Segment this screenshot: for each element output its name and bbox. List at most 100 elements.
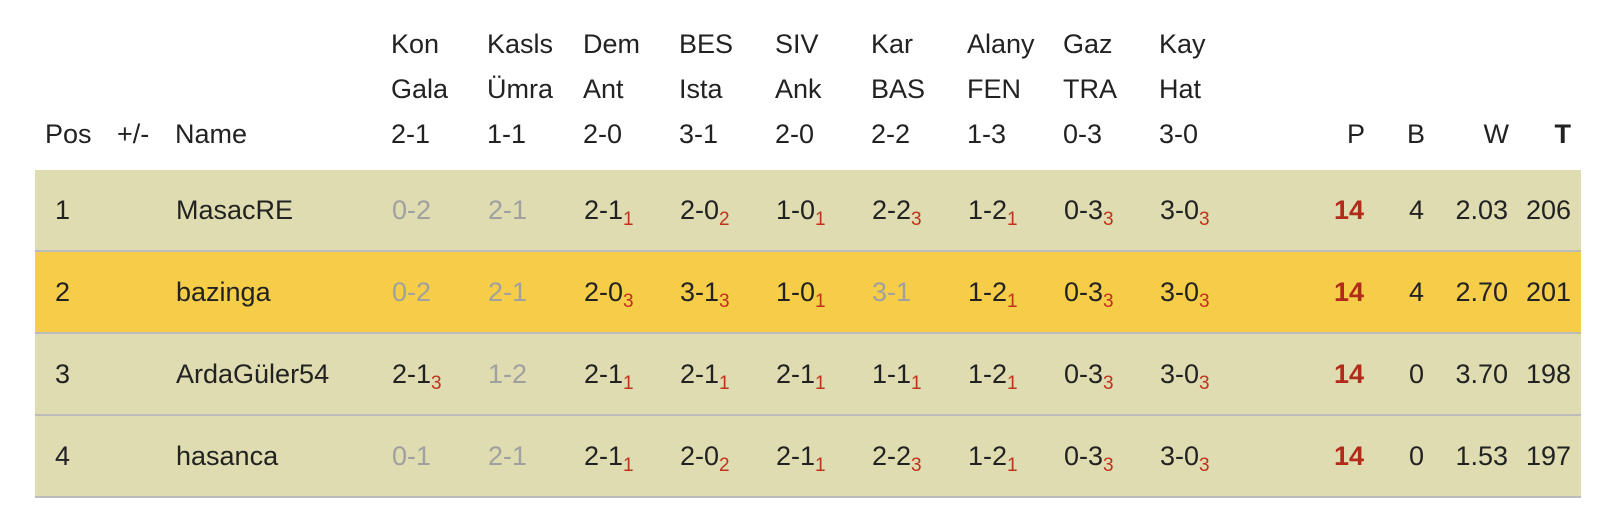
row-plusminus — [117, 251, 175, 333]
pick-score: 0-3 — [1064, 195, 1103, 225]
pick-points: 3 — [911, 209, 922, 230]
row-position: 3 — [35, 333, 117, 415]
header-game-line2: Hat — [1159, 67, 1255, 112]
row-total: 198 — [1509, 333, 1581, 415]
header-name[interactable]: Name — [175, 22, 391, 169]
row-name[interactable]: hasanca — [175, 415, 391, 497]
header-game[interactable]: Kay Hat 3-0 — [1159, 22, 1255, 169]
row-position: 2 — [35, 251, 117, 333]
row-pick: 1-2 — [487, 333, 583, 415]
pick-score: 2-1 — [776, 359, 815, 389]
header-game[interactable]: SIV Ank 2-0 — [775, 22, 871, 169]
pick-score: 2-0 — [680, 441, 719, 471]
header-game[interactable]: Kon Gala 2-1 — [391, 22, 487, 169]
header-game-line3: 2-2 — [871, 112, 967, 157]
header-game-line3: 0-3 — [1063, 112, 1159, 157]
row-spacer — [1255, 169, 1303, 252]
row-pick: 3-13 — [679, 251, 775, 333]
row-pick: 0-33 — [1063, 251, 1159, 333]
header-w[interactable]: W — [1425, 22, 1509, 169]
row-position: 1 — [35, 169, 117, 252]
pick-score: 1-2 — [488, 359, 527, 389]
header-game-line2: Ümra — [487, 67, 583, 112]
row-plusminus — [117, 333, 175, 415]
header-game-line2: FEN — [967, 67, 1063, 112]
row-pick: 0-2 — [391, 251, 487, 333]
row-pick: 2-02 — [679, 169, 775, 252]
row-name[interactable]: ArdaGüler54 — [175, 333, 391, 415]
pick-score: 1-0 — [776, 277, 815, 307]
table-row[interactable]: 1 MasacRE 0-2 2-1 2-11 2-02 1-01 2-23 1-21 0-33 3-… — [35, 169, 1581, 252]
row-name[interactable]: bazinga — [175, 251, 391, 333]
header-game[interactable]: Gaz TRA 0-3 — [1063, 22, 1159, 169]
pick-score: 1-2 — [968, 359, 1007, 389]
pick-score: 2-1 — [392, 359, 431, 389]
pick-score: 1-2 — [968, 195, 1007, 225]
header-total[interactable]: T — [1509, 22, 1581, 169]
header-game-line1: Gaz — [1063, 22, 1159, 67]
pick-score: 2-1 — [680, 359, 719, 389]
row-pick: 1-01 — [775, 251, 871, 333]
header-game-line2: Ista — [679, 67, 775, 112]
pick-points: 3 — [1199, 455, 1210, 476]
row-pick: 3-1 — [871, 251, 967, 333]
pick-points: 1 — [1007, 455, 1018, 476]
row-pick: 0-33 — [1063, 169, 1159, 252]
header-points[interactable]: P — [1303, 22, 1365, 169]
pick-points: 3 — [1103, 455, 1114, 476]
row-pick: 2-23 — [871, 415, 967, 497]
row-spacer — [1255, 333, 1303, 415]
pick-score: 0-2 — [392, 195, 431, 225]
pick-score: 1-2 — [968, 277, 1007, 307]
pick-points: 1 — [623, 373, 634, 394]
header-game-line3: 3-0 — [1159, 112, 1255, 157]
row-points: 14 — [1303, 415, 1365, 497]
header-game[interactable]: Dem Ant 2-0 — [583, 22, 679, 169]
header-game[interactable]: Alany FEN 1-3 — [967, 22, 1063, 169]
pick-score: 0-3 — [1064, 441, 1103, 471]
row-points: 14 — [1303, 333, 1365, 415]
header-game[interactable]: BES Ista 3-1 — [679, 22, 775, 169]
pick-score: 3-1 — [872, 277, 911, 307]
row-w: 2.03 — [1425, 169, 1509, 252]
row-pick: 1-21 — [967, 333, 1063, 415]
pick-score: 3-0 — [1160, 359, 1199, 389]
table-row[interactable]: 4 hasanca 0-1 2-1 2-11 2-02 2-11 2-23 1-21 0-33 3-… — [35, 415, 1581, 497]
pick-points: 1 — [1007, 209, 1018, 230]
row-points: 14 — [1303, 169, 1365, 252]
row-pick: 2-1 — [487, 251, 583, 333]
pick-score: 0-2 — [392, 277, 431, 307]
row-pick: 2-11 — [583, 415, 679, 497]
header-plusminus[interactable]: +/- — [117, 22, 175, 169]
table-row[interactable]: 3 ArdaGüler54 2-13 1-2 2-11 2-11 2-11 1-11 1-21 0… — [35, 333, 1581, 415]
pick-score: 2-1 — [584, 359, 623, 389]
row-spacer — [1255, 415, 1303, 497]
pick-score: 2-2 — [872, 441, 911, 471]
row-w: 3.70 — [1425, 333, 1509, 415]
row-pick: 3-03 — [1159, 251, 1255, 333]
pick-score: 1-2 — [968, 441, 1007, 471]
pick-score: 2-1 — [584, 195, 623, 225]
header-game-line1: Kar — [871, 22, 967, 67]
header-game[interactable]: Kasls Ümra 1-1 — [487, 22, 583, 169]
pick-points: 3 — [1199, 373, 1210, 394]
pick-score: 2-1 — [488, 441, 527, 471]
row-pick: 2-13 — [391, 333, 487, 415]
row-plusminus — [117, 415, 175, 497]
table-row[interactable]: 2 bazinga 0-2 2-1 2-03 3-13 1-01 3-1 1-21 0-33 3-0… — [35, 251, 1581, 333]
header-bonus[interactable]: B — [1365, 22, 1425, 169]
header-game-line3: 2-1 — [391, 112, 487, 157]
row-total: 201 — [1509, 251, 1581, 333]
pick-score: 0-3 — [1064, 277, 1103, 307]
row-name[interactable]: MasacRE — [175, 169, 391, 252]
pick-points: 3 — [911, 455, 922, 476]
pick-score: 2-2 — [872, 195, 911, 225]
row-pick: 3-03 — [1159, 169, 1255, 252]
table-body: 1 MasacRE 0-2 2-1 2-11 2-02 1-01 2-23 1-21 0-33 3-… — [35, 169, 1581, 498]
header-pos[interactable]: Pos — [35, 22, 117, 169]
row-pick: 3-03 — [1159, 333, 1255, 415]
header-game[interactable]: Kar BAS 2-2 — [871, 22, 967, 169]
pick-points: 1 — [815, 373, 826, 394]
header-game-line1: Alany — [967, 22, 1063, 67]
header-game-line3: 2-0 — [583, 112, 679, 157]
